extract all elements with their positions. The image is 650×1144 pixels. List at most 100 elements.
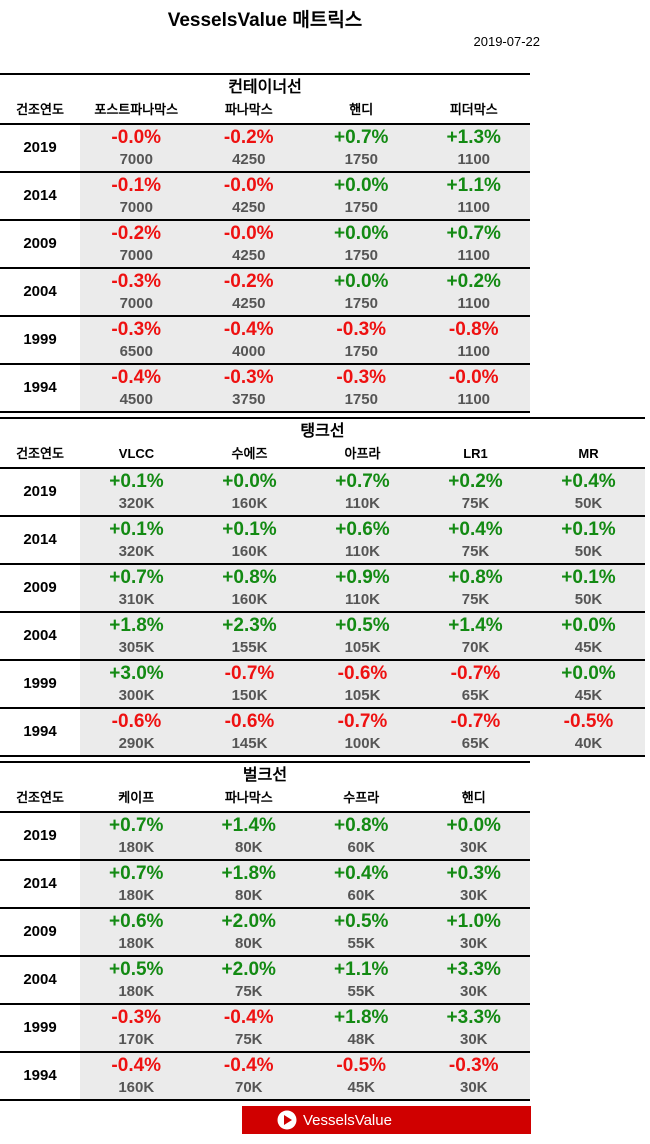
year-header: 건조연도 <box>16 102 64 117</box>
column-header: 피더막스 <box>449 102 498 117</box>
logo-text: VesselsValue <box>303 1111 392 1129</box>
vessel-size: 75K <box>461 543 490 560</box>
column-header: 수프라 <box>343 790 380 805</box>
value-cell: +1.8% 305K <box>80 613 193 659</box>
column-header-row: 건조연도 VLCC 수에즈 아프라 LR1 MR <box>0 443 645 469</box>
change-percent: +0.7% <box>446 223 501 244</box>
table-row: 2014 +0.7% 180K +1.8% 80K +0.4% 60K +0.3% 30K <box>0 861 530 909</box>
vessel-size: 1750 <box>344 247 378 264</box>
table-row: 2019 +0.7% 180K +1.4% 80K +0.8% 60K +0.0% 30K <box>0 813 530 861</box>
vessel-size: 4250 <box>232 295 266 312</box>
value-cell: +1.8% 80K <box>192 861 305 907</box>
change-percent: +0.7% <box>109 863 164 884</box>
value-cell: -0.0% 4250 <box>192 173 305 219</box>
vessel-size: 1100 <box>457 151 491 168</box>
column-header: 케이프 <box>118 790 155 805</box>
change-percent: +0.0% <box>334 271 389 292</box>
change-percent: -0.3% <box>336 367 387 388</box>
vessel-size: 300K <box>118 687 155 704</box>
vessel-size: 1750 <box>344 343 378 360</box>
value-cell: +0.7% 310K <box>80 565 193 611</box>
build-year: 2004 <box>23 971 57 988</box>
change-percent: +0.6% <box>109 911 164 932</box>
build-year: 2009 <box>23 579 57 596</box>
value-cell: -0.2% 7000 <box>80 221 193 267</box>
change-percent: +0.7% <box>109 567 164 588</box>
vessel-size: 1100 <box>457 199 491 216</box>
value-cell: +2.0% 75K <box>192 957 305 1003</box>
change-percent: -0.4% <box>223 1055 274 1076</box>
vessel-size: 60K <box>347 887 376 904</box>
change-percent: +1.0% <box>446 911 501 932</box>
change-percent: -0.3% <box>223 367 274 388</box>
change-percent: +2.3% <box>222 615 277 636</box>
change-percent: +2.0% <box>221 911 276 932</box>
vessel-size: 1750 <box>344 295 378 312</box>
value-cell: -0.0% 1100 <box>417 365 530 411</box>
vessel-size: 45K <box>574 639 603 656</box>
section-table: 컨테이너선 건조연도 포스트파나막스 파나막스 핸디 피더막스 2019 -0.0% 7000-… <box>0 73 530 413</box>
vessel-size: 50K <box>574 495 603 512</box>
change-percent: -0.4% <box>223 1007 274 1028</box>
change-percent: +1.4% <box>448 615 503 636</box>
change-percent: -0.2% <box>111 223 162 244</box>
change-percent: -0.3% <box>336 319 387 340</box>
vessel-size: 180K <box>118 839 155 856</box>
change-percent: +0.4% <box>334 863 389 884</box>
vessel-size: 160K <box>118 1079 155 1096</box>
value-cell: -0.2% 4250 <box>192 125 305 171</box>
change-percent: +0.7% <box>334 127 389 148</box>
vessel-size: 7000 <box>119 247 153 264</box>
build-year: 1994 <box>23 1067 57 1084</box>
build-year: 1994 <box>23 723 57 740</box>
table-row: 1999 -0.3% 6500 -0.4% 4000 -0.3% 1750 -0.8% 1100 <box>0 317 530 365</box>
value-cell: -0.3% 3750 <box>192 365 305 411</box>
build-year: 1999 <box>23 675 57 692</box>
table-row: 1999 +3.0% 300K -0.7% 150K -0.6% 105K -0.7% 65K +… <box>0 661 645 709</box>
column-header: 핸디 <box>349 102 374 117</box>
build-year: 2014 <box>23 875 57 892</box>
vessel-size: 105K <box>344 687 381 704</box>
build-year: 2014 <box>23 187 57 204</box>
value-cell: +0.5% 105K <box>306 613 419 659</box>
vessel-size: 180K <box>118 983 155 1000</box>
section-title: 컨테이너선 <box>228 79 302 96</box>
value-cell: -0.4% 4500 <box>80 365 193 411</box>
build-year: 2004 <box>23 283 57 300</box>
change-percent: +0.1% <box>222 519 277 540</box>
change-percent: +3.3% <box>446 1007 501 1028</box>
value-cell: +0.6% 180K <box>80 909 193 955</box>
value-cell: -0.4% 70K <box>192 1053 305 1099</box>
vessel-size: 1100 <box>457 295 491 312</box>
change-percent: +0.5% <box>334 911 389 932</box>
value-cell: +1.1% 55K <box>305 957 418 1003</box>
value-cell: +0.0% 45K <box>532 613 645 659</box>
change-percent: +0.6% <box>335 519 390 540</box>
value-cell: -0.0% 4250 <box>192 221 305 267</box>
change-percent: -0.3% <box>111 271 162 292</box>
section-table: 벌크선 건조연도 케이프 파나막스 수프라 핸디 2019 +0.7% 180K +1.4% 80K… <box>0 761 530 1101</box>
build-year: 2019 <box>23 139 57 156</box>
vessel-size: 4250 <box>232 151 266 168</box>
vessel-size: 1100 <box>457 247 491 264</box>
change-percent: +0.3% <box>446 863 501 884</box>
vessel-size: 65K <box>461 687 490 704</box>
vessel-size: 70K <box>234 1079 263 1096</box>
vessel-size: 30K <box>459 1031 488 1048</box>
change-percent: -0.7% <box>450 711 501 732</box>
vessel-size: 48K <box>347 1031 376 1048</box>
vessel-size: 1750 <box>344 199 378 216</box>
value-cell: +1.0% 30K <box>417 909 530 955</box>
vessel-size: 6500 <box>119 343 153 360</box>
value-cell: +0.1% 50K <box>532 517 645 563</box>
vessel-size: 310K <box>118 591 155 608</box>
vessel-size: 145K <box>231 735 268 752</box>
change-percent: +2.0% <box>221 959 276 980</box>
vessel-size: 320K <box>118 495 155 512</box>
vessel-size: 50K <box>574 591 603 608</box>
value-cell: +0.1% 320K <box>80 469 193 515</box>
table-row: 2014 -0.1% 7000 -0.0% 4250 +0.0% 1750 +1.1% 1100 <box>0 173 530 221</box>
value-cell: -0.1% 7000 <box>80 173 193 219</box>
table-row: 2009 +0.6% 180K +2.0% 80K +0.5% 55K +1.0% 30K <box>0 909 530 957</box>
change-percent: +0.4% <box>448 519 503 540</box>
